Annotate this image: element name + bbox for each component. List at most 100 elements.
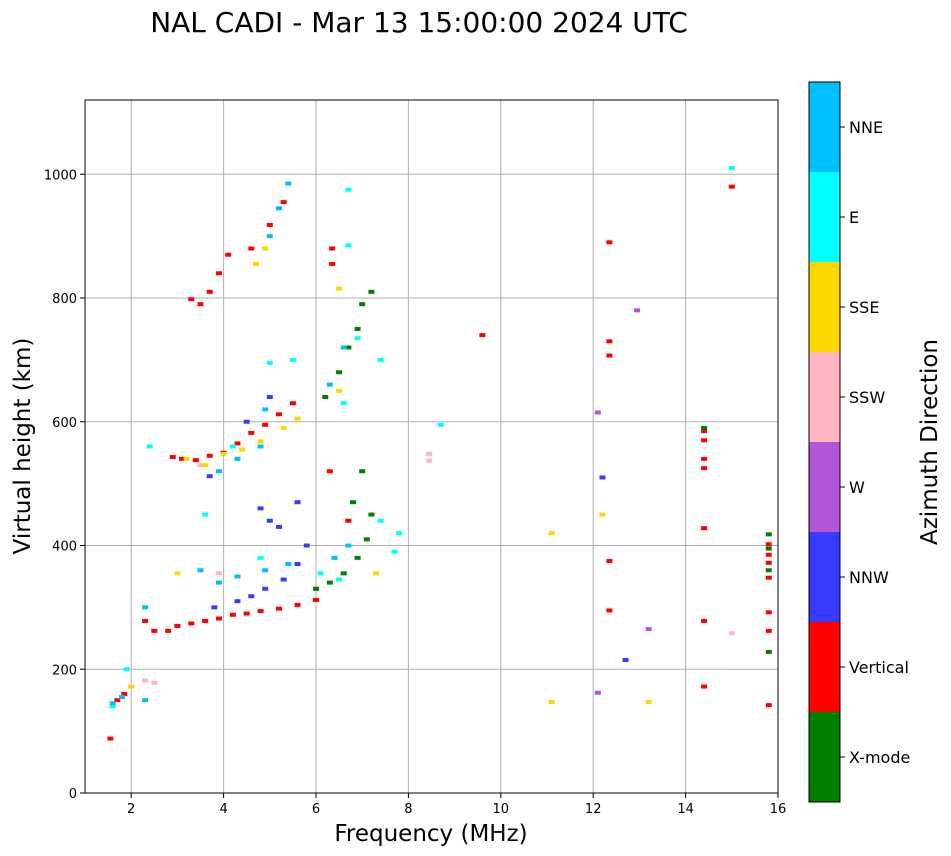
colorbar-segment	[809, 712, 840, 802]
data-point-vertical	[165, 628, 172, 633]
data-point-vertical	[266, 222, 273, 227]
data-point-sse	[239, 447, 246, 452]
data-point-vertical	[202, 618, 209, 623]
x-tick-label: 16	[770, 802, 787, 817]
data-point-x-mode	[359, 302, 366, 307]
data-point-vertical	[215, 616, 222, 621]
data-point-e	[336, 577, 343, 582]
data-point-x-mode	[349, 500, 356, 505]
data-point-vertical	[257, 609, 264, 614]
data-point-nnw	[243, 419, 250, 424]
data-point-vertical	[179, 456, 186, 461]
chart-title: NAL CADI - Mar 13 15:00:00 2024 UTC	[150, 6, 688, 39]
x-tick-label: 14	[677, 802, 694, 817]
data-point-vertical	[114, 698, 121, 703]
data-point-vertical	[229, 612, 236, 617]
colorbar-frame	[808, 81, 841, 803]
data-point-x-mode	[354, 326, 361, 331]
data-point-nne	[285, 181, 292, 186]
data-point-e	[437, 422, 444, 427]
data-point-nnw	[211, 605, 218, 610]
data-point-vertical	[142, 618, 149, 623]
data-point-vertical	[728, 184, 735, 189]
data-point-e	[229, 444, 236, 449]
data-point-w	[634, 308, 641, 313]
data-point-e	[340, 401, 347, 406]
data-point-vertical	[329, 246, 336, 251]
data-point-ssw	[426, 458, 433, 463]
data-point-nnw	[276, 524, 283, 529]
data-point-nne	[285, 562, 292, 567]
data-point-vertical	[151, 628, 158, 633]
data-point-e	[266, 360, 273, 365]
data-point-vertical	[765, 560, 772, 565]
colorbar-segment	[809, 172, 840, 262]
data-point-sse	[548, 700, 555, 705]
data-point-w	[594, 690, 601, 695]
data-point-sse	[262, 246, 269, 251]
data-point-nne	[118, 695, 125, 700]
axis-ticks: 2 4 6 8 10 12 14 16 0 200 400 600 800 1000	[44, 168, 786, 817]
grid-lines	[85, 100, 778, 793]
data-point-vertical	[197, 302, 204, 307]
data-point-sse	[183, 456, 190, 461]
data-point-x-mode	[340, 571, 347, 576]
data-point-vertical	[606, 353, 613, 358]
plot-area	[85, 100, 778, 793]
data-point-vertical	[701, 526, 708, 531]
data-point-vertical	[174, 623, 181, 628]
colorbar-segment	[809, 82, 840, 172]
data-point-w	[594, 410, 601, 415]
data-point-nne	[234, 574, 241, 579]
data-point-e	[345, 243, 352, 248]
data-point-vertical	[107, 736, 114, 741]
data-point-nnw	[622, 657, 629, 662]
data-point-vertical	[243, 611, 250, 616]
data-point-nnw	[599, 475, 606, 480]
data-point-vertical	[479, 333, 486, 338]
data-point-vertical	[280, 200, 287, 205]
data-point-nne	[142, 698, 149, 703]
x-tick-label: 10	[493, 802, 510, 817]
data-point-e	[146, 444, 153, 449]
data-point-sse	[252, 261, 259, 266]
data-point-vertical	[313, 597, 319, 602]
data-point-vertical	[326, 469, 333, 474]
data-point-nnw	[257, 506, 264, 511]
data-point-e	[396, 531, 403, 536]
data-point-e	[345, 187, 352, 192]
colorbar-tick-label: SSE	[849, 298, 879, 317]
data-point-nnw	[294, 500, 301, 505]
data-point-vertical	[121, 692, 128, 696]
data-point-nne	[331, 555, 338, 560]
x-tick-label: 8	[404, 802, 412, 817]
data-point-x-mode	[322, 395, 329, 399]
x-tick-label: 12	[585, 802, 602, 817]
data-point-vertical	[169, 455, 176, 460]
data-point-sse	[373, 571, 380, 576]
data-point-ssw	[728, 631, 735, 636]
data-point-vertical	[765, 575, 772, 580]
data-point-x-mode	[313, 586, 319, 591]
y-tick-label: 1000	[44, 168, 77, 183]
data-point-vertical	[225, 252, 232, 257]
data-point-sse	[599, 512, 606, 517]
data-point-sse	[257, 439, 264, 444]
x-tick-label: 4	[219, 802, 227, 817]
colorbar-segment	[809, 622, 840, 712]
colorbar-segment	[809, 442, 840, 532]
data-point-e	[377, 357, 384, 362]
data-point-vertical	[701, 466, 708, 471]
data-point-sse	[280, 425, 287, 430]
data-point-e	[354, 336, 361, 341]
colorbar-tick-label: E	[849, 208, 859, 227]
data-point-ssw	[142, 678, 149, 683]
data-point-vertical	[262, 422, 269, 427]
data-point-nne	[215, 580, 222, 585]
y-tick-label: 600	[52, 416, 77, 431]
data-point-vertical	[276, 606, 283, 611]
data-point-vertical	[701, 684, 708, 689]
data-point-vertical	[188, 297, 195, 302]
data-point-ssw	[197, 463, 204, 468]
